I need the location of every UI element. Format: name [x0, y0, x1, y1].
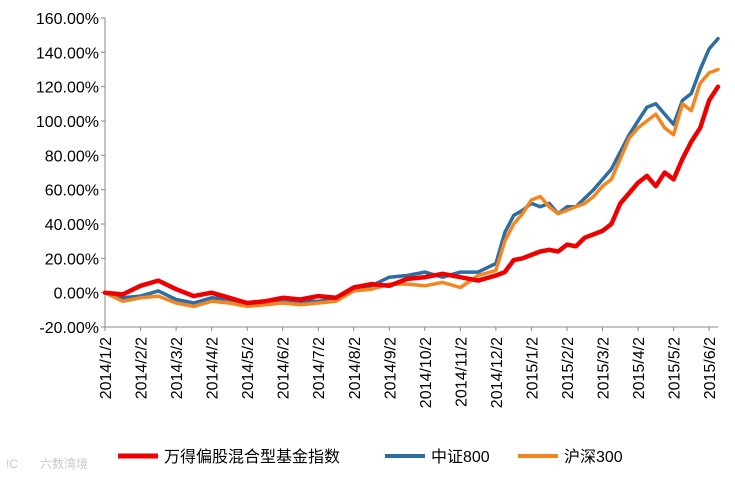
series-line-2	[103, 36, 720, 307]
x-tick-label: 2014/8/2	[347, 337, 364, 399]
legend-label-1: 万得偏股混合型基金指数	[164, 448, 340, 466]
y-axis-tick-labels: 160.00% 140.00% 120.00% 100.00% 80.00% 60.00%…	[36, 11, 99, 337]
x-tick-label: 2015/5/2	[667, 337, 684, 399]
x-tick-label: 2015/6/2	[702, 337, 719, 399]
x-tick-label: 2014/3/2	[169, 337, 186, 399]
y-tick-label: 120.00%	[36, 80, 99, 97]
x-tick-label: 2015/3/2	[596, 337, 613, 399]
x-tick-label: 2014/10/2	[418, 337, 435, 408]
x-tick-label: 2014/5/2	[240, 337, 257, 399]
y-tick-label: 0.00%	[54, 286, 99, 303]
y-axis-tick-marks	[101, 17, 105, 328]
x-tick-label: 2015/2/2	[560, 337, 577, 399]
x-tick-label: 2014/1/2	[98, 337, 115, 399]
watermark-logo-icon: !C	[6, 457, 18, 471]
legend-label-3: 沪深300	[564, 448, 623, 466]
x-tick-label: 2015/1/2	[524, 337, 541, 399]
x-tick-label: 2014/4/2	[205, 337, 222, 399]
series-line-3	[103, 67, 720, 309]
x-tick-label: 2014/11/2	[453, 337, 470, 407]
y-tick-label: -20.00%	[39, 320, 99, 337]
x-axis-tick-labels: 2014/1/2 2014/2/2 2014/3/2 2014/4/2 2014/5/2…	[98, 337, 719, 408]
legend: 万得偏股混合型基金指数 中证800 沪深300	[118, 448, 623, 466]
y-tick-label: 100.00%	[36, 114, 99, 131]
x-tick-label: 2015/4/2	[631, 337, 648, 399]
y-tick-label: 40.00%	[45, 217, 99, 234]
series-lines	[102, 36, 721, 309]
y-tick-label: 160.00%	[36, 11, 99, 28]
watermark: !C 六数湾境	[6, 456, 88, 471]
x-tick-label: 2014/12/2	[489, 337, 506, 408]
series-line-1	[102, 84, 721, 306]
y-tick-label: 80.00%	[45, 148, 99, 165]
y-tick-label: 140.00%	[36, 45, 99, 62]
x-tick-label: 2014/7/2	[311, 337, 328, 399]
x-tick-label: 2014/6/2	[276, 337, 293, 399]
x-tick-label: 2014/2/2	[134, 337, 151, 399]
x-axis-tick-marks	[104, 327, 710, 331]
watermark-text: 六数湾境	[40, 456, 88, 471]
legend-label-2: 中证800	[431, 448, 490, 466]
y-tick-label: 60.00%	[45, 183, 99, 200]
x-tick-label: 2014/9/2	[382, 337, 399, 399]
y-tick-label: 20.00%	[45, 251, 99, 268]
